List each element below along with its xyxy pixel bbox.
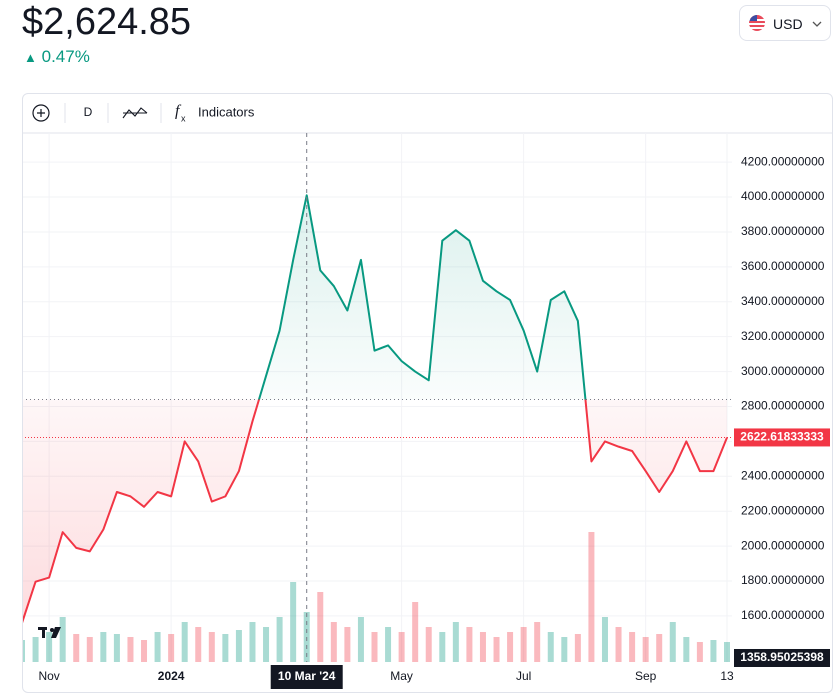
currency-label: USD <box>773 16 803 32</box>
y-tick-label: 1800.00000000 <box>741 573 825 587</box>
fx-icon[interactable]: f <box>175 103 182 120</box>
x-tick-label: 2024 <box>158 669 185 683</box>
chevron <box>812 21 822 27</box>
x-tick-label: May <box>390 669 413 683</box>
y-tick-label: 4200.00000000 <box>741 154 825 168</box>
volume-bar <box>276 617 283 662</box>
y-tick-label: 1600.00000000 <box>741 608 825 622</box>
add-button[interactable] <box>32 104 50 122</box>
volume-bar <box>547 632 554 662</box>
volume-bar <box>683 637 690 662</box>
up-arrow: ▲ <box>24 50 37 65</box>
price: $2,624.85 <box>22 1 192 43</box>
volume-bar <box>222 634 229 662</box>
volume-bar <box>561 637 568 662</box>
volume-bar <box>493 637 500 662</box>
volume-bar <box>425 627 432 662</box>
x-tick-label: Sep <box>635 669 657 683</box>
currency-select[interactable]: USD <box>739 5 831 41</box>
plot-area <box>23 133 732 662</box>
volume-bar <box>412 602 419 662</box>
volume-bar <box>601 617 608 662</box>
price-line <box>23 194 728 624</box>
area <box>23 195 727 620</box>
volume-bar <box>181 622 188 662</box>
volume-bar <box>208 632 215 662</box>
crosshair-x-box <box>270 665 343 689</box>
volume-bar <box>574 634 581 662</box>
volume-bar <box>344 627 351 662</box>
fx-icon-sub[interactable]: x <box>181 113 186 123</box>
volume-bar <box>113 634 120 662</box>
volume-bar <box>656 634 663 662</box>
y-tick-label: 3800.00000000 <box>741 224 825 238</box>
price-change: ▲ 0.47% <box>24 47 90 67</box>
tv-logo <box>38 627 61 638</box>
last-price-box <box>734 428 830 447</box>
volume-bar <box>371 632 378 662</box>
volume-bar <box>588 532 595 662</box>
y-tick-label: 2800.00000000 <box>741 399 825 413</box>
x-tick-label: 13 <box>720 669 734 683</box>
volume-bar <box>86 637 93 662</box>
volume-bar <box>235 630 242 662</box>
volume-bar <box>669 622 676 662</box>
volume-bar <box>385 627 392 662</box>
volume-bar <box>32 637 39 662</box>
volume-bar <box>317 592 324 662</box>
y-tick-label: 3400.00000000 <box>741 294 825 308</box>
volume-bar <box>168 634 175 662</box>
last-price-label: 2622.61833333 <box>740 430 824 444</box>
y-tick-label: 2200.00000000 <box>741 503 825 517</box>
volume-bar <box>479 632 486 662</box>
volume-bar <box>507 632 514 662</box>
volume-bar <box>46 632 53 662</box>
y-tick-label: 2400.00000000 <box>741 468 825 482</box>
volume-bar <box>127 637 134 662</box>
volume-bar <box>330 622 337 662</box>
y-tick-label: 3200.00000000 <box>741 329 825 343</box>
volume-bar <box>398 632 405 662</box>
volume-bar <box>696 642 703 662</box>
y-tick-label: 4000.00000000 <box>741 189 825 203</box>
crosshair-y-label: 1358.95025398 <box>740 650 824 664</box>
interval-button[interactable]: D <box>84 105 93 119</box>
volume-bar <box>724 642 730 662</box>
volume-bar <box>642 637 649 662</box>
crosshair-y-box <box>734 648 830 667</box>
flag-icon <box>749 15 765 31</box>
volume-bar <box>154 632 161 662</box>
volume-bar <box>452 622 459 662</box>
volume-bar <box>195 627 202 662</box>
y-tick-label: 3600.00000000 <box>741 259 825 273</box>
y-tick-label: 2000.00000000 <box>741 538 825 552</box>
y-tick-label: 3000.00000000 <box>741 364 825 378</box>
volume-bar <box>263 627 270 662</box>
volume-bar <box>629 632 636 662</box>
volume-bar <box>100 632 107 662</box>
change-value: 0.47% <box>41 47 90 66</box>
volume-bar <box>141 640 148 662</box>
volume-bar <box>520 627 527 662</box>
volume-bar <box>534 622 541 662</box>
indicators-button[interactable]: Indicators <box>198 104 255 119</box>
x-tick-label: Jul <box>516 669 531 683</box>
x-tick-label: Nov <box>38 669 59 683</box>
volume-bar <box>23 640 25 662</box>
chart-type-button[interactable] <box>122 107 148 119</box>
volume-bar <box>357 617 364 662</box>
volume-bar <box>439 632 446 662</box>
volume-bar <box>290 582 297 662</box>
crosshair-x-label: 10 Mar '24 <box>278 669 336 683</box>
volume-bar <box>466 627 473 662</box>
volume-bar <box>710 640 717 662</box>
volume-bar <box>73 634 80 662</box>
volume-bar <box>59 617 66 662</box>
volume-bar <box>249 622 256 662</box>
volume-bar <box>615 627 622 662</box>
